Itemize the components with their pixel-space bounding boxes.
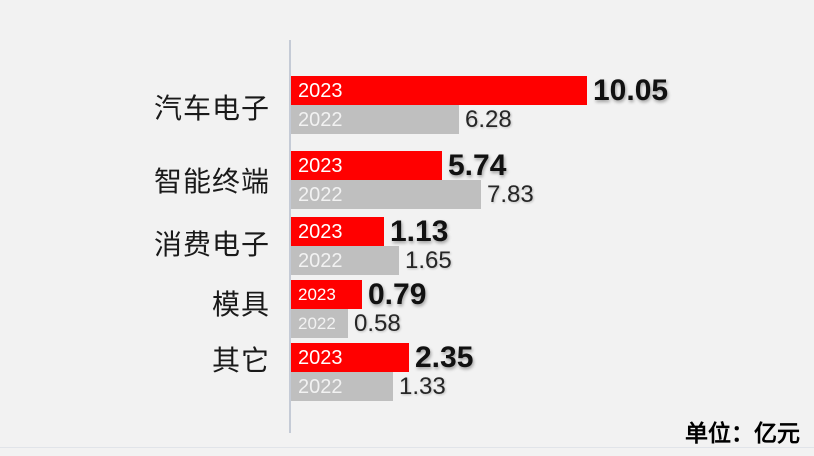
bar-year-label: 2023 [298,346,343,369]
bar-2022: 2022 [291,372,393,401]
bar-row-2023: 2023 2.35 [291,340,474,374]
bar-year-label: 2022 [298,108,343,131]
bar-pair: 2023 0.79 2022 0.58 [291,277,427,338]
bar-2022: 2022 [291,246,399,275]
bar-pair: 2023 1.13 2022 1.65 [291,214,452,275]
bar-2022: 2022 [291,105,459,134]
bar-row-2022: 2022 1.33 [291,372,473,401]
bottom-divider [0,447,814,448]
bar-2022: 2022 [291,180,481,209]
bar-2022: 2022 [291,309,348,338]
bar-year-label: 2023 [298,154,343,177]
bar-2023: 2023 [291,343,409,372]
bar-2023: 2023 [291,76,587,105]
bar-year-label: 2022 [298,183,343,206]
bar-value-label: 2.35 [415,340,474,374]
bar-2023: 2023 [291,217,384,246]
bar-value-label: 1.13 [390,214,449,248]
bar-pair: 2023 10.05 2022 6.28 [291,73,669,134]
bar-year-label: 2022 [298,314,336,333]
bar-row-2023: 2023 5.74 [291,148,534,182]
bar-year-label: 2022 [298,375,343,398]
bar-year-label: 2023 [298,220,343,243]
bar-value-label: 0.79 [368,277,427,311]
bar-row-2023: 2023 1.13 [291,214,452,248]
bar-value-label: 1.33 [399,372,446,400]
category-label: 智能终端 [153,166,270,197]
bar-value-label: 10.05 [593,73,669,107]
bar-year-label: 2022 [298,249,343,272]
bar-year-label: 2023 [298,79,343,102]
bar-value-label: 1.65 [405,246,452,274]
category-label: 消费电子 [153,229,270,260]
bar-pair: 2023 2.35 2022 1.33 [291,340,474,401]
bar-value-label: 7.83 [487,180,534,208]
bar-value-label: 6.28 [465,105,512,133]
bar-2023: 2023 [291,151,442,180]
bar-row-2022: 2022 7.83 [291,180,534,209]
y-axis-line [289,40,291,433]
category-label: 其它 [211,345,270,376]
category-label: 汽车电子 [153,93,270,124]
bar-row-2022: 2022 6.28 [291,105,668,134]
bar-row-2022: 2022 0.58 [291,309,426,338]
bar-row-2023: 2023 0.79 [291,277,427,311]
bar-row-2023: 2023 10.05 [291,73,669,107]
bar-year-label: 2023 [298,285,336,304]
bar-value-label: 0.58 [354,309,401,337]
bar-2023: 2023 [291,280,362,309]
bar-row-2022: 2022 1.65 [291,246,452,275]
category-label: 模具 [211,289,270,320]
bar-value-label: 5.74 [448,148,507,182]
unit-label: 单位：亿元 [685,420,800,446]
bar-pair: 2023 5.74 2022 7.83 [291,148,534,209]
